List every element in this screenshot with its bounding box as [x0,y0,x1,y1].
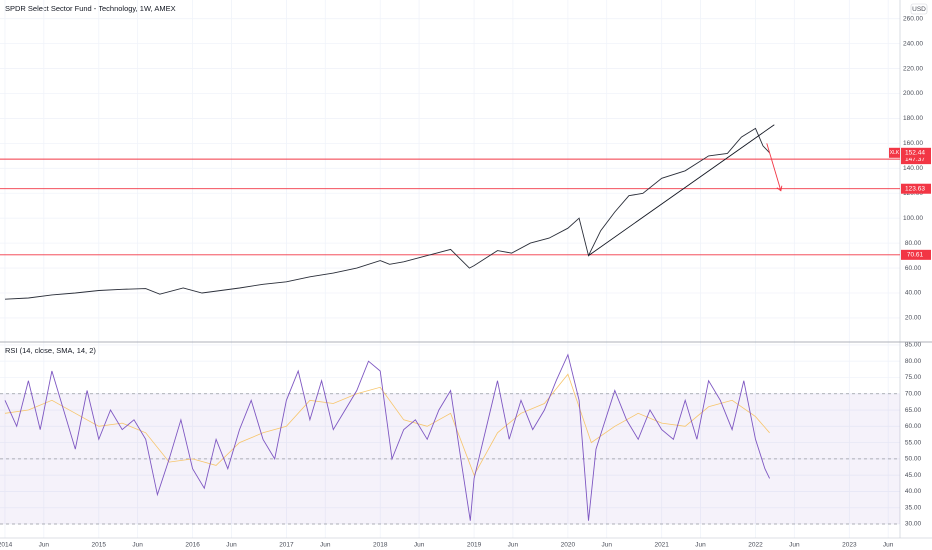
currency: USD [912,6,926,13]
y-tick-label: 80.00 [905,240,922,247]
last-price: 152.44 [905,150,925,157]
x-tick-label: Jun [695,542,706,549]
y-tick-label: 65.00 [905,407,922,414]
y-tick-label: 100.00 [903,215,923,222]
y-tick-label: 50.00 [905,456,922,463]
x-tick-label: 2023 [842,542,857,549]
y-tick-label: 140.00 [903,165,923,172]
last-price-box [901,147,931,158]
x-tick-label: Jun [601,542,612,549]
level-label: 123.63 [905,185,925,192]
x-tick-label: Jun [320,542,331,549]
y-tick-label: 85.00 [905,342,922,349]
x-tick-label: 2015 [92,542,107,549]
y-tick-label: 75.00 [905,374,922,381]
arrow-head [776,185,783,192]
y-tick-label: 30.00 [905,521,922,528]
y-tick-label: 40.00 [905,488,922,495]
x-tick-label: Jun [508,542,519,549]
x-tick-label: 2022 [748,542,763,549]
y-tick-label: 40.00 [905,290,922,297]
trendline [588,124,775,256]
y-tick-label: 35.00 [905,504,922,511]
x-tick-label: Jun [39,542,50,549]
arrow [766,143,782,191]
x-tick-label: Jun [226,542,237,549]
chart-title: SPDR Select Sector Fund - Technology, 1W… [5,4,176,13]
currency-box [910,3,928,15]
symbol-box [889,147,900,158]
level-label-box [901,183,931,194]
price-line [4,127,770,300]
x-tick-label: 2021 [654,542,669,549]
y-tick-label: 240.00 [903,40,923,47]
x-tick-label: Jun [414,542,425,549]
y-tick-label: 80.00 [905,358,922,365]
rsi-sma-line [4,373,770,477]
x-tick-label: 2018 [373,542,388,549]
y-tick-label: 160.00 [903,140,923,147]
rsi-label: RSI (14, close, SMA, 14, 2) [5,346,96,355]
y-tick-label: 200.00 [903,90,923,97]
y-tick-label: 60.00 [905,265,922,272]
x-tick-label: Jun [789,542,800,549]
y-tick-label: 60.00 [905,423,922,430]
y-tick-label: 70.00 [905,390,922,397]
x-tick-label: 2017 [279,542,294,549]
y-tick-label: 45.00 [905,472,922,479]
level-label-box [901,249,931,260]
x-tick-label: Jun [883,542,894,549]
y-tick-label: 260.00 [903,15,923,22]
x-tick-label: Jun [132,542,143,549]
level-label-box [901,154,931,165]
y-tick-label: 180.00 [903,115,923,122]
rsi-line [4,353,771,521]
x-tick-label: 2020 [561,542,576,549]
x-tick-label: 2016 [185,542,200,549]
y-tick-label: 220.00 [903,65,923,72]
y-tick-label: 55.00 [905,439,922,446]
level-label: 70.61 [907,252,924,259]
symbol: XLK [890,150,900,156]
y-tick-label: 20.00 [905,315,922,322]
level-label: 147.37 [905,156,925,163]
x-tick-label: 2019 [467,542,482,549]
x-tick-label: 2014 [0,542,13,549]
